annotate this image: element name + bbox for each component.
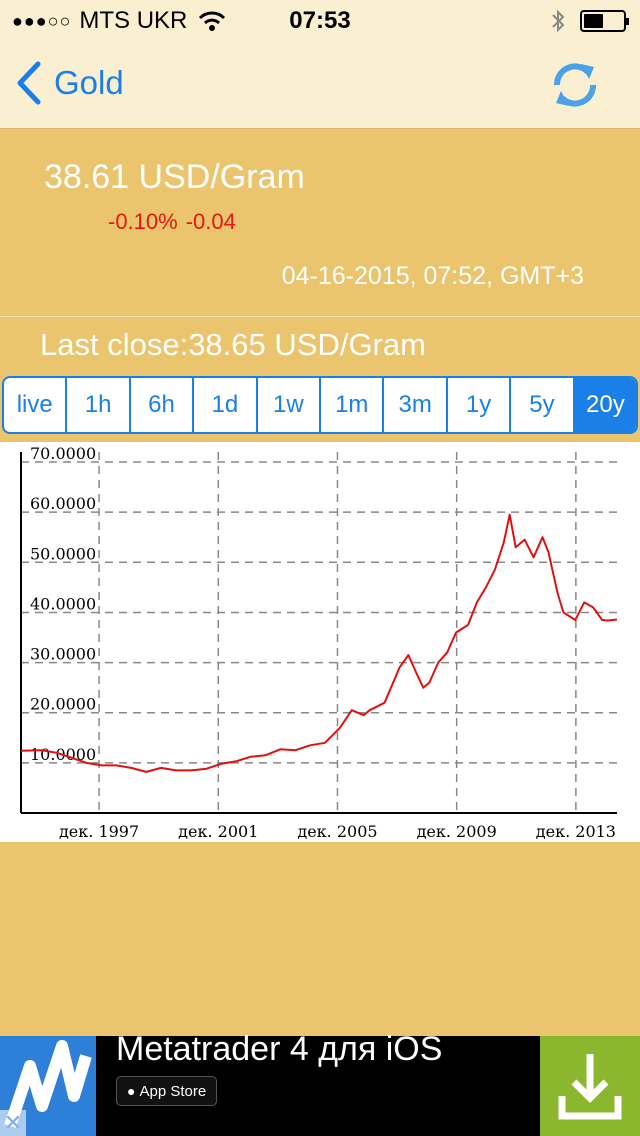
x-tick-label: дек. 2001 (178, 822, 258, 841)
ad-banner[interactable]: Metatrader 4 для iOS ● App Store ✕ (0, 1030, 640, 1136)
apple-icon: ● (127, 1083, 136, 1099)
status-left: ●●●○○ MTS UKR (12, 7, 227, 35)
navigation-bar: Gold (0, 40, 640, 129)
price-chart: 10.0000 20.0000 30.0000 40.0000 50.0000 60.00… (0, 442, 640, 842)
last-close: Last close:38.65 USD/Gram (40, 327, 426, 362)
range-1y[interactable]: 1y (448, 378, 512, 432)
change-value: -0.04 (185, 209, 236, 234)
x-tick-label: дек. 1997 (59, 822, 139, 841)
y-tick-label: 20.0000 (30, 695, 96, 714)
range-1h[interactable]: 1h (67, 378, 131, 432)
app-store-label: App Store (139, 1082, 207, 1100)
divider (0, 316, 640, 317)
signal-strength-icon: ●●●○○ (12, 10, 72, 31)
wifi-icon (199, 11, 226, 31)
y-tick-label: 40.0000 (30, 594, 96, 613)
chevron-left-icon (17, 61, 41, 105)
status-time: 07:53 (289, 7, 351, 34)
app-store-badge[interactable]: ● App Store (116, 1076, 218, 1106)
range-live[interactable]: live (4, 378, 68, 432)
range-1w[interactable]: 1w (258, 378, 322, 432)
bluetooth-icon (552, 9, 565, 33)
price-value: 38.61 USD/Gram (44, 158, 305, 196)
price-change: -0.10% -0.04 (108, 209, 236, 235)
price-chart-svg: 10.000020.000030.000040.000050.000060.00… (20, 444, 618, 841)
range-1d[interactable]: 1d (194, 378, 258, 432)
refresh-icon[interactable] (548, 58, 602, 112)
range-5y[interactable]: 5y (511, 378, 575, 432)
carrier-name: MTS UKR (79, 7, 188, 34)
range-1m[interactable]: 1m (321, 378, 385, 432)
status-bar: ●●●○○ MTS UKR 07:53 (0, 0, 640, 40)
range-6h[interactable]: 6h (131, 378, 195, 432)
y-tick-label: 60.0000 (30, 494, 96, 513)
range-20y[interactable]: 20y (574, 378, 636, 432)
download-icon[interactable] (540, 1036, 640, 1136)
range-3m[interactable]: 3m (384, 378, 448, 432)
time-range-selector: live 1h 6h 1d 1w 1m 3m 1y 5y 20y (2, 376, 638, 434)
y-tick-label: 30.0000 (30, 645, 96, 664)
x-tick-label: дек. 2009 (417, 822, 497, 841)
x-tick-label: дек. 2013 (536, 822, 616, 841)
y-tick-label: 70.0000 (30, 444, 96, 463)
price-series-line (20, 513, 618, 773)
back-button[interactable]: Gold (14, 60, 124, 106)
ad-title: Metatrader 4 для iOS (116, 1030, 443, 1068)
battery-icon (580, 10, 629, 32)
y-tick-label: 50.0000 (30, 544, 96, 563)
ad-close-icon[interactable]: ✕ (0, 1110, 26, 1136)
battery-level (584, 14, 603, 28)
status-right (550, 9, 629, 33)
x-tick-label: дек. 2005 (297, 822, 377, 841)
change-percent: -0.10% (108, 209, 178, 234)
quote-timestamp: 04-16-2015, 07:52, GMT+3 (281, 262, 584, 290)
back-label: Gold (54, 64, 124, 101)
